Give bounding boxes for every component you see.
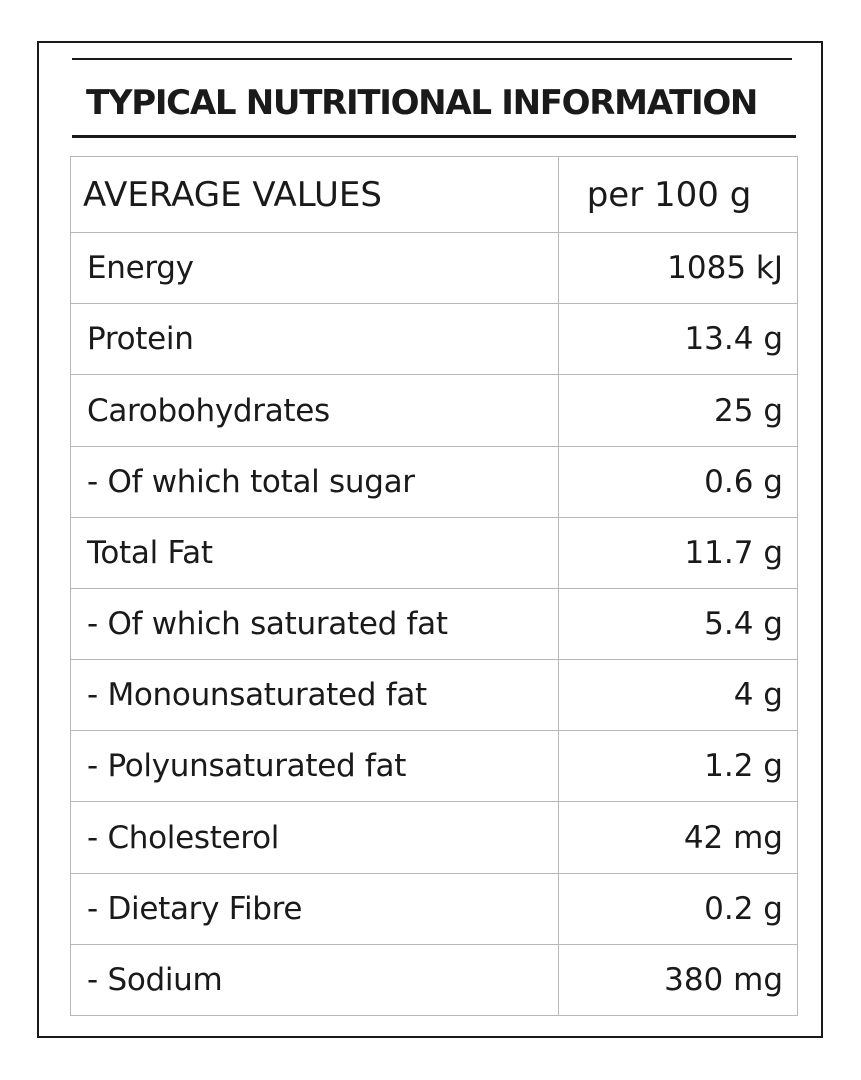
nutrient-name: Energy <box>70 232 559 305</box>
nutrient-name: - Cholesterol <box>70 801 559 874</box>
title-top-rule <box>72 58 792 60</box>
table-row-saturated-fat: - Of which saturated fat 5.4 g <box>70 587 798 661</box>
table-row-sodium: - Sodium 380 mg <box>70 943 798 1017</box>
nutrient-name: - Polyunsaturated fat <box>70 730 559 803</box>
nutrient-value: 1.2 g <box>558 730 798 803</box>
table-row-cholesterol: - Cholesterol 42 mg <box>70 801 798 874</box>
nutrient-value: 380 mg <box>558 943 798 1017</box>
label-title: TYPICAL NUTRITIONAL INFORMATION <box>86 83 758 123</box>
nutrient-name: Carobohydrates <box>70 374 559 447</box>
nutrient-value: 0.6 g <box>558 445 798 518</box>
table-row-total-fat: Total Fat 11.7 g <box>70 516 798 589</box>
nutrient-name: - Dietary Fibre <box>70 872 559 945</box>
nutrient-value: 13.4 g <box>558 303 798 376</box>
table-row-energy: Energy 1085 kJ <box>70 232 798 305</box>
nutrient-name: Total Fat <box>70 516 559 589</box>
table-row-total-sugar: - Of which total sugar 0.6 g <box>70 445 798 518</box>
nutrient-name: Protein <box>70 303 559 376</box>
table-row-polyunsaturated-fat: - Polyunsaturated fat 1.2 g <box>70 730 798 803</box>
nutrient-name: - Of which saturated fat <box>70 587 559 661</box>
nutrient-name: - Monounsaturated fat <box>70 659 559 732</box>
nutrient-value: 5.4 g <box>558 587 798 661</box>
nutrient-value: 1085 kJ <box>558 232 798 305</box>
nutrient-name: - Of which total sugar <box>70 445 559 518</box>
table-row-dietary-fibre: - Dietary Fibre 0.2 g <box>70 872 798 945</box>
table-row-protein: Protein 13.4 g <box>70 303 798 376</box>
nutrient-name: - Sodium <box>70 943 559 1017</box>
nutrient-value: 4 g <box>558 659 798 732</box>
nutrient-value: 25 g <box>558 374 798 447</box>
table-header-row: AVERAGE VALUES per 100 g <box>70 155 798 234</box>
title-bottom-rule <box>72 135 796 138</box>
header-per-100g: per 100 g <box>558 155 798 234</box>
table-row-carbohydrates: Carobohydrates 25 g <box>70 374 798 447</box>
nutrient-value: 11.7 g <box>558 516 798 589</box>
nutrient-value: 0.2 g <box>558 872 798 945</box>
label-frame <box>37 41 823 1038</box>
header-average-values: AVERAGE VALUES <box>70 155 559 234</box>
table-row-monounsaturated-fat: - Monounsaturated fat 4 g <box>70 659 798 732</box>
nutrition-table: AVERAGE VALUES per 100 g Energy 1085 kJ … <box>70 155 798 1017</box>
nutrient-value: 42 mg <box>558 801 798 874</box>
